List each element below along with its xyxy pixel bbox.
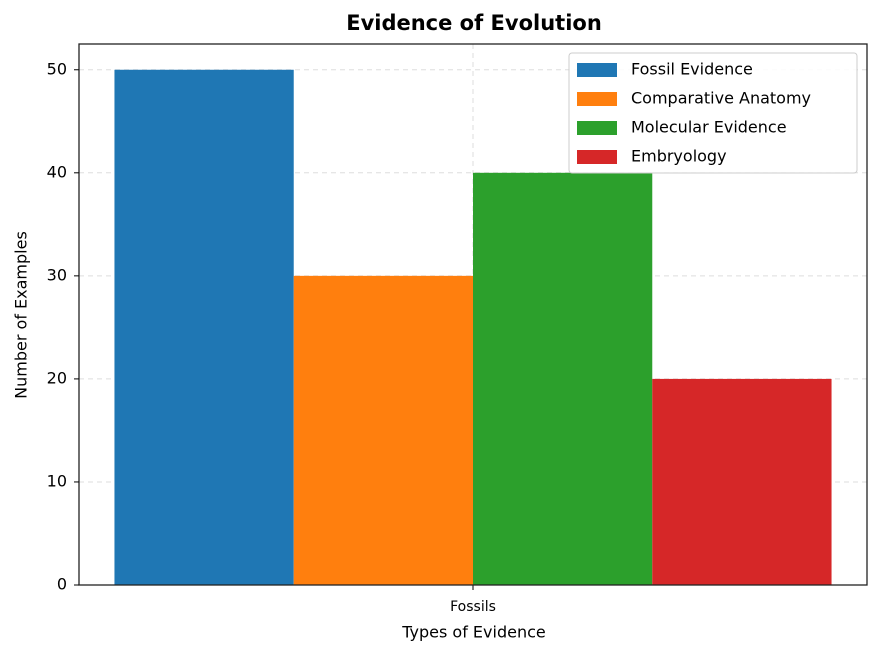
bar: [473, 172, 653, 586]
y-tick-label: 0: [57, 575, 67, 594]
bar: [293, 275, 473, 585]
x-tick-label: Fossils: [450, 599, 496, 615]
plot-frame: [78, 43, 868, 586]
legend-label: Embryology: [631, 147, 727, 166]
x-axis-label: Types of Evidence: [401, 623, 545, 642]
y-tick-label: 30: [47, 265, 67, 284]
y-axis-label: Number of Examples: [12, 231, 31, 399]
legend: Fossil Evidence Comparative Anatomy Molecu…: [568, 52, 858, 174]
bar: [114, 69, 294, 585]
legend-swatch: [577, 92, 617, 106]
legend-box: [568, 52, 858, 174]
legend-swatch: [577, 63, 617, 77]
bar: [652, 378, 832, 585]
legend-label: Molecular Evidence: [631, 118, 787, 137]
legend-swatch: [577, 121, 617, 135]
legend-swatch: [577, 150, 617, 164]
chart-title: Evidence of Evolution: [346, 11, 602, 35]
y-tick-label: 10: [47, 471, 67, 490]
y-tick-label: 40: [47, 162, 67, 181]
y-tick-label: 20: [47, 368, 67, 387]
y-tick-label: 50: [47, 59, 67, 78]
legend-label: Comparative Anatomy: [631, 89, 811, 108]
legend-label: Fossil Evidence: [631, 60, 753, 79]
